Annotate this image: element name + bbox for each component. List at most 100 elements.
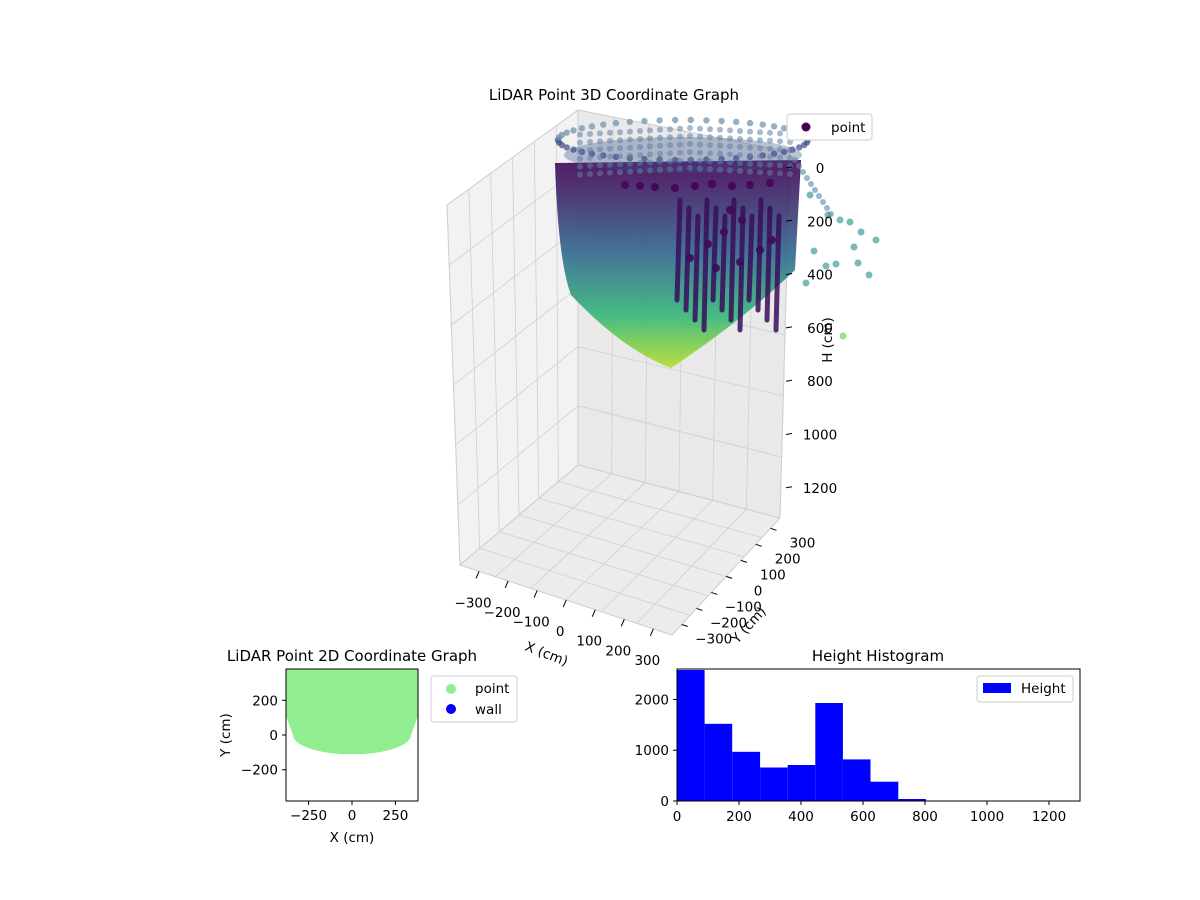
xlabel-2d: X (cm): [330, 830, 375, 846]
data-point: [717, 126, 723, 133]
data-point: [641, 155, 648, 163]
data-point: [667, 134, 673, 141]
data-point: [597, 170, 603, 177]
data-point: [787, 171, 793, 177]
y-tick-label: −100: [725, 599, 762, 615]
grid-line: [459, 464, 781, 566]
legend-marker-wall: [446, 704, 456, 714]
data-point: [865, 271, 873, 279]
data-point: [707, 150, 713, 157]
data-point: [792, 157, 798, 163]
x-tick-label: −250: [290, 808, 327, 824]
axes-2d: −250 0 250 200 0 −200: [241, 693, 408, 824]
title-histogram: Height Histogram: [812, 647, 944, 665]
histogram-bars: [677, 670, 926, 801]
data-point: [647, 135, 653, 142]
data-point: [804, 175, 810, 181]
x-tick-label: 0: [348, 808, 357, 824]
data-point: [607, 161, 613, 168]
y-tick-label: −200: [710, 615, 747, 631]
legend-histogram: Height: [976, 675, 1074, 703]
data-point: [703, 117, 710, 124]
data-point: [627, 128, 633, 135]
data-point: [637, 136, 643, 142]
data-point: [767, 137, 773, 144]
data-point: [577, 155, 583, 162]
data-point: [607, 169, 613, 176]
data-stroke: [764, 205, 773, 323]
data-point: [600, 121, 607, 128]
data-point: [737, 144, 743, 150]
data-point: [687, 125, 693, 131]
y-tick: [770, 527, 777, 531]
data-point: [697, 141, 703, 148]
data-point: [766, 179, 774, 187]
data-point: [558, 131, 566, 139]
data-point: [677, 165, 683, 172]
x-tick-label: 250: [383, 808, 409, 824]
data-point: [857, 228, 865, 236]
ylabel-2d: Y (cm): [218, 713, 234, 758]
grid-line: [455, 346, 784, 446]
z-tick: [785, 219, 793, 222]
data-point: [828, 211, 834, 217]
data-point: [796, 163, 802, 169]
x-tick-label: 600: [850, 809, 876, 825]
data-point: [746, 119, 754, 127]
data-stroke: [746, 213, 755, 303]
xlabel-3d: X (cm): [523, 639, 570, 670]
data-point: [737, 168, 743, 174]
axes-histogram: 0 200 400 600 800 1000 1200 0 1000 2000: [635, 692, 1067, 825]
y-tick-label: −200: [241, 763, 278, 779]
data-point: [780, 125, 788, 132]
data-point: [672, 156, 679, 164]
data-point: [637, 160, 643, 166]
legend-label-point: point: [831, 120, 865, 136]
x-tick-label: 100: [576, 634, 602, 650]
data-point: [697, 165, 703, 172]
grid-line: [457, 405, 782, 506]
histogram-bar: [704, 723, 733, 801]
data-point: [747, 144, 753, 151]
data-point: [836, 216, 844, 224]
legend-label-wall: wall: [475, 702, 502, 718]
data-point: [587, 147, 593, 153]
data-point: [718, 117, 725, 125]
data-point: [617, 169, 623, 176]
plot-area-2d: [285, 668, 419, 802]
data-stroke: [737, 205, 746, 333]
z-tick-label: 200: [807, 214, 833, 230]
data-point: [597, 130, 603, 137]
data-point: [727, 127, 733, 134]
data-point: [820, 199, 826, 205]
data-point: [657, 126, 663, 133]
data-point: [617, 129, 623, 136]
data-point: [647, 159, 653, 166]
data-point: [657, 158, 663, 165]
data-point: [727, 159, 733, 166]
data-point: [822, 262, 830, 270]
data-point: [767, 153, 773, 160]
data-point: [607, 137, 613, 144]
panel-histogram: Height Histogram 0 200 400 600 800 1000 1200 0 1…: [635, 647, 1081, 825]
z-tick: [785, 326, 793, 329]
data-point: [717, 158, 723, 165]
data-stroke: [692, 213, 701, 323]
data-stroke: [728, 197, 737, 323]
data-point: [657, 134, 663, 141]
x-tick-label: 0: [556, 624, 565, 640]
histogram-bar: [815, 703, 843, 801]
z-tick-label: 400: [807, 268, 833, 284]
data-point: [637, 128, 643, 134]
data-stroke: [683, 205, 692, 313]
y-tick: [740, 559, 748, 563]
data-point: [647, 143, 653, 150]
legend-label-height: Height: [1021, 681, 1066, 697]
x-tick-label: 200: [726, 809, 752, 825]
data-point: [800, 141, 808, 149]
z-tick-label: 1000: [803, 428, 837, 444]
x-tick: [562, 599, 567, 608]
z-tick-label: 1200: [803, 481, 837, 497]
data-point: [570, 127, 577, 134]
